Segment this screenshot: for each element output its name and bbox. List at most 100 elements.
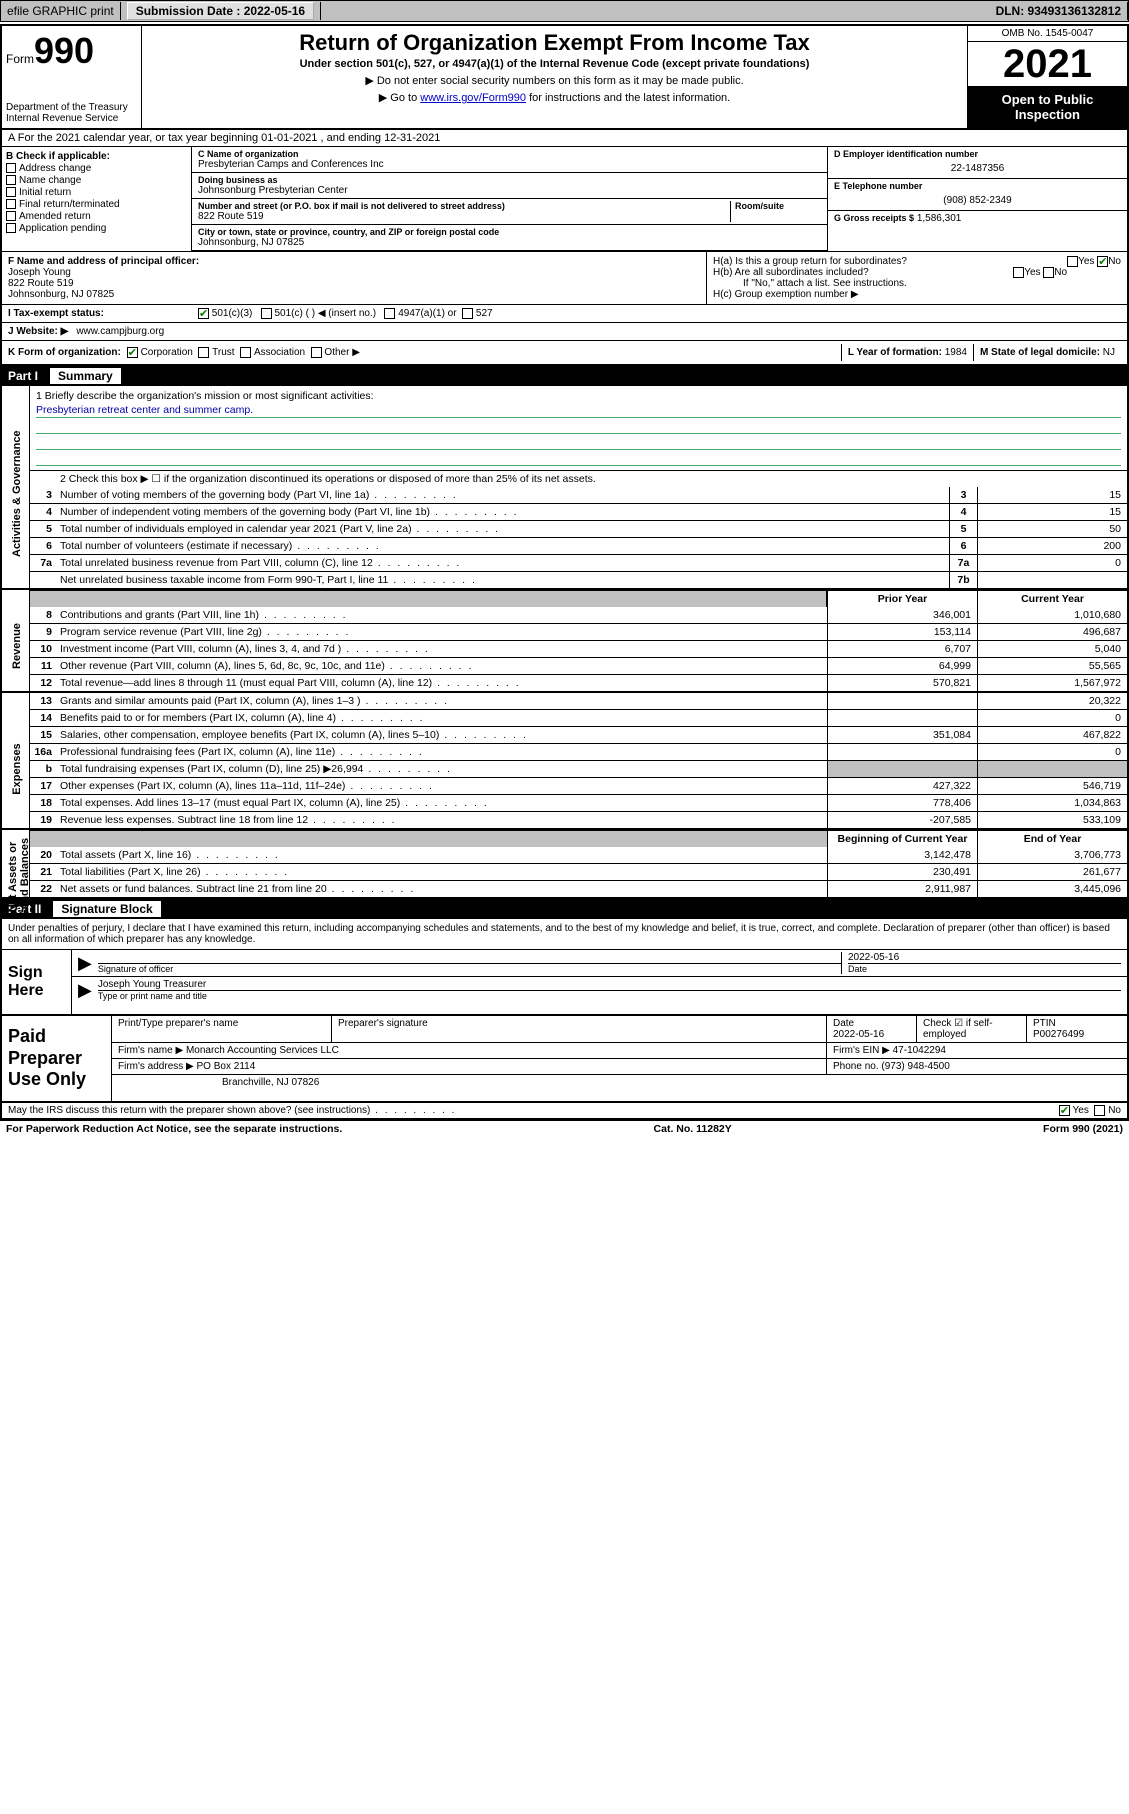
prep-ptin: P00276499 — [1033, 1029, 1084, 1040]
officer-printed-name: Joseph Young Treasurer — [98, 979, 1121, 990]
part1-header: Part I Summary — [2, 366, 1127, 386]
chk-name-change[interactable] — [6, 175, 16, 185]
line-13: Grants and similar amounts paid (Part IX… — [56, 693, 827, 709]
firm-ein-lbl: Firm's EIN ▶ — [833, 1045, 890, 1056]
officer-name: Joseph Young — [8, 267, 700, 278]
firm-phone: (973) 948-4500 — [881, 1061, 949, 1072]
prep-h1: Print/Type preparer's name — [112, 1016, 332, 1042]
chk-final-return[interactable] — [6, 199, 16, 209]
hb-lbl: H(b) Are all subordinates included? — [713, 267, 869, 278]
firm-lbl: Firm's name ▶ — [118, 1045, 183, 1056]
revenue-body: Revenue Prior YearCurrent Year 8Contribu… — [2, 590, 1127, 693]
discuss-yes[interactable] — [1059, 1105, 1070, 1116]
mission-blank2 — [36, 436, 1121, 450]
officer-lbl: F Name and address of principal officer: — [8, 256, 700, 267]
line-11: Other revenue (Part VIII, column (A), li… — [56, 658, 827, 674]
chk-address-change[interactable] — [6, 163, 16, 173]
sign-here-label: Sign Here — [2, 950, 72, 1014]
hdr-eoy: End of Year — [977, 831, 1127, 847]
gov-line-5: Total number of individuals employed in … — [56, 521, 949, 537]
form-header: Form990 Department of the Treasury Inter… — [2, 26, 1127, 130]
website-row: J Website: ▶ www.campjburg.org — [2, 323, 1127, 341]
street: 822 Route 519 — [198, 211, 730, 222]
gross-receipts: 1,586,301 — [917, 213, 962, 224]
line-b: Total fundraising expenses (Part IX, col… — [56, 761, 827, 777]
line-9: Program service revenue (Part VIII, line… — [56, 624, 827, 640]
entity-info-block: B Check if applicable: Address change Na… — [2, 147, 1127, 252]
chk-assoc[interactable] — [240, 347, 251, 358]
prep-h2: Preparer's signature — [332, 1016, 827, 1042]
sig-date-val: 2022-05-16 — [848, 952, 1121, 963]
part2-header: Part II Signature Block — [2, 899, 1127, 919]
sign-here-block: Sign Here ▶ Signature of officer 2022-05… — [2, 950, 1127, 1016]
lbl-app-pending: Application pending — [19, 223, 106, 234]
chk-501c3[interactable] — [198, 308, 209, 319]
chk-4947[interactable] — [384, 308, 395, 319]
prep-h5: PTIN — [1033, 1018, 1056, 1029]
gov-line-4: Number of independent voting members of … — [56, 504, 949, 520]
officer-addr2: Johnsonburg, NJ 07825 — [8, 289, 700, 300]
sig-date-lbl: Date — [848, 963, 1121, 974]
part1-title: Summary — [50, 368, 121, 384]
page-footer: For Paperwork Reduction Act Notice, see … — [0, 1121, 1129, 1137]
paid-preparer-block: Paid Preparer Use Only Print/Type prepar… — [2, 1016, 1127, 1103]
discuss-no[interactable] — [1094, 1105, 1105, 1116]
pra-notice: For Paperwork Reduction Act Notice, see … — [6, 1123, 342, 1135]
check-applicable: B Check if applicable: Address change Na… — [2, 147, 192, 251]
website-val: www.campjburg.org — [76, 326, 164, 337]
firm-addr-lbl: Firm's address ▶ — [118, 1061, 194, 1072]
officer-name-lbl: Type or print name and title — [98, 990, 1121, 1001]
submission-date-btn[interactable]: Submission Date : 2022-05-16 — [127, 2, 314, 20]
line-22: Net assets or fund balances. Subtract li… — [56, 881, 827, 897]
gov-line-7b: Net unrelated business taxable income fr… — [56, 572, 949, 588]
discuss-row: May the IRS discuss this return with the… — [2, 1103, 1127, 1119]
side-governance: Activities & Governance — [11, 467, 23, 557]
chk-other[interactable] — [311, 347, 322, 358]
hb-no[interactable] — [1043, 267, 1054, 278]
chk-amended[interactable] — [6, 211, 16, 221]
form-990-page: Form990 Department of the Treasury Inter… — [0, 24, 1129, 1121]
chk-corp[interactable] — [127, 347, 138, 358]
form-subtitle: Under section 501(c), 527, or 4947(a)(1)… — [150, 58, 959, 70]
ssn-note: ▶ Do not enter social security numbers o… — [150, 74, 959, 87]
city-lbl: City or town, state or province, country… — [198, 227, 821, 237]
sig-intro: Under penalties of perjury, I declare th… — [2, 919, 1127, 950]
firm-name: Monarch Accounting Services LLC — [186, 1045, 339, 1056]
lbl-final-return: Final return/terminated — [19, 199, 120, 210]
street-lbl: Number and street (or P.O. box if mail i… — [198, 201, 730, 211]
org-name: Presbyterian Camps and Conferences Inc — [198, 159, 821, 170]
sig-arrow-icon: ▶ — [78, 953, 92, 974]
lbl-address-change: Address change — [19, 163, 91, 174]
chk-527[interactable] — [462, 308, 473, 319]
side-netassets: Net Assets or Fund Balances — [7, 822, 31, 932]
officer-h-row: F Name and address of principal officer:… — [2, 252, 1127, 305]
prep-date: 2022-05-16 — [833, 1029, 884, 1040]
korg-lbl: K Form of organization: — [8, 347, 121, 358]
hdr-current: Current Year — [977, 591, 1127, 607]
line-14: Benefits paid to or for members (Part IX… — [56, 710, 827, 726]
mission-text: Presbyterian retreat center and summer c… — [36, 404, 1121, 418]
firm-ein: 47-1042294 — [893, 1045, 946, 1056]
irs-link[interactable]: www.irs.gov/Form990 — [420, 92, 526, 104]
ha-no[interactable] — [1097, 256, 1108, 267]
netassets-body: Net Assets or Fund Balances Beginning of… — [2, 830, 1127, 899]
hb-yes[interactable] — [1013, 267, 1024, 278]
mission-blank1 — [36, 420, 1121, 434]
side-revenue: Revenue — [11, 601, 23, 691]
dln: DLN: 93493136132812 — [990, 2, 1128, 20]
cat-no: Cat. No. 11282Y — [654, 1123, 732, 1135]
summary-body: Activities & Governance 1 Briefly descri… — [2, 386, 1127, 590]
m-lbl: M State of legal domicile: — [980, 347, 1100, 358]
hdr-prior: Prior Year — [827, 591, 977, 607]
sig-arrow2-icon: ▶ — [78, 980, 92, 1001]
goto-post: for instructions and the latest informat… — [526, 92, 730, 104]
k-l-m-row: K Form of organization: Corporation Trus… — [2, 341, 1127, 366]
l-val: 1984 — [945, 347, 967, 358]
ha-yes[interactable] — [1067, 256, 1078, 267]
chk-501c[interactable] — [261, 308, 272, 319]
hc-lbl: H(c) Group exemption number ▶ — [713, 289, 1121, 300]
chk-trust[interactable] — [198, 347, 209, 358]
chk-initial-return[interactable] — [6, 187, 16, 197]
form-ref: Form 990 (2021) — [1043, 1123, 1123, 1135]
chk-app-pending[interactable] — [6, 223, 16, 233]
